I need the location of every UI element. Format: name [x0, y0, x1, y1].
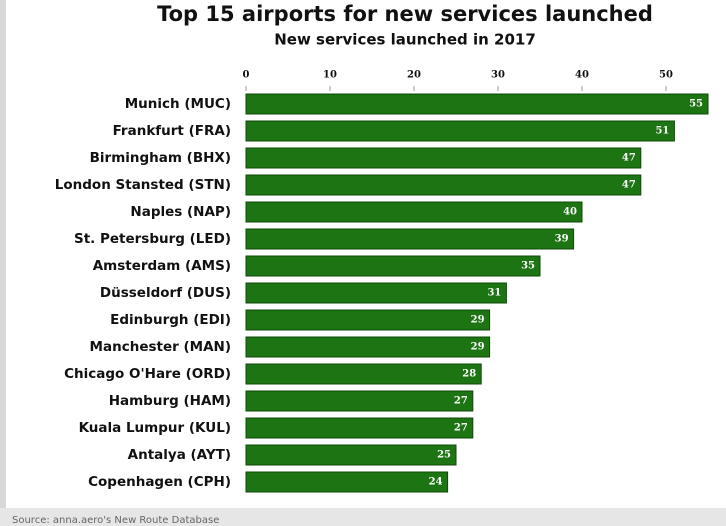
bar	[245, 309, 491, 331]
x-tick-label: 40	[575, 70, 589, 81]
value-label: 47	[622, 153, 636, 164]
x-tick-label: 20	[407, 70, 421, 81]
source: Source: anna.aero's New Route Database	[12, 515, 219, 526]
value-label: 24	[429, 477, 443, 488]
footer-band	[0, 508, 726, 526]
bar	[245, 390, 474, 412]
value-label: 55	[689, 99, 703, 110]
category-label: St. Petersburg (LED)	[74, 231, 231, 247]
category-label: Chicago O'Hare (ORD)	[64, 366, 231, 382]
value-label: 28	[462, 369, 476, 380]
x-tick-label: 0	[243, 70, 250, 81]
bar	[245, 201, 583, 223]
value-label: 47	[622, 180, 636, 191]
value-label: 39	[555, 234, 569, 245]
bar	[245, 471, 449, 493]
bar	[245, 174, 642, 196]
x-tick-label: 30	[491, 70, 505, 81]
value-label: 31	[487, 288, 501, 299]
value-label: 35	[521, 261, 535, 272]
bar	[245, 93, 709, 115]
category-label: Birmingham (BHX)	[90, 150, 231, 166]
bar	[245, 282, 507, 304]
category-label: Amsterdam (AMS)	[93, 258, 231, 274]
value-label: 51	[655, 126, 669, 137]
chart-title: Top 15 airports for new services launche…	[157, 2, 653, 26]
chart-subtitle: New services launched in 2017	[274, 31, 536, 49]
x-tick-label: 10	[323, 70, 337, 81]
left-border	[0, 0, 6, 526]
bar	[245, 120, 675, 142]
category-label: Frankfurt (FRA)	[113, 123, 231, 139]
value-label: 29	[471, 315, 485, 326]
category-label: Munich (MUC)	[125, 96, 231, 112]
category-label: Antalya (AYT)	[128, 447, 231, 463]
value-label: 27	[454, 396, 468, 407]
bar	[245, 255, 541, 277]
category-label: Kuala Lumpur (KUL)	[79, 420, 231, 436]
category-label: London Stansted (STN)	[55, 177, 231, 193]
bar	[245, 147, 642, 169]
category-label: Hamburg (HAM)	[109, 393, 231, 409]
category-label: Naples (NAP)	[130, 204, 231, 220]
bar	[245, 444, 457, 466]
category-label: Manchester (MAN)	[90, 339, 231, 355]
category-label: Düsseldorf (DUS)	[100, 285, 231, 301]
bar	[245, 336, 491, 358]
bar	[245, 228, 575, 250]
bar	[245, 417, 474, 439]
bar	[245, 363, 482, 385]
value-label: 25	[437, 450, 451, 461]
value-label: 27	[454, 423, 468, 434]
category-label: Copenhagen (CPH)	[88, 474, 231, 490]
category-label: Edinburgh (EDI)	[110, 312, 231, 328]
value-label: 29	[471, 342, 485, 353]
value-label: 40	[563, 207, 577, 218]
x-tick-label: 50	[659, 70, 673, 81]
